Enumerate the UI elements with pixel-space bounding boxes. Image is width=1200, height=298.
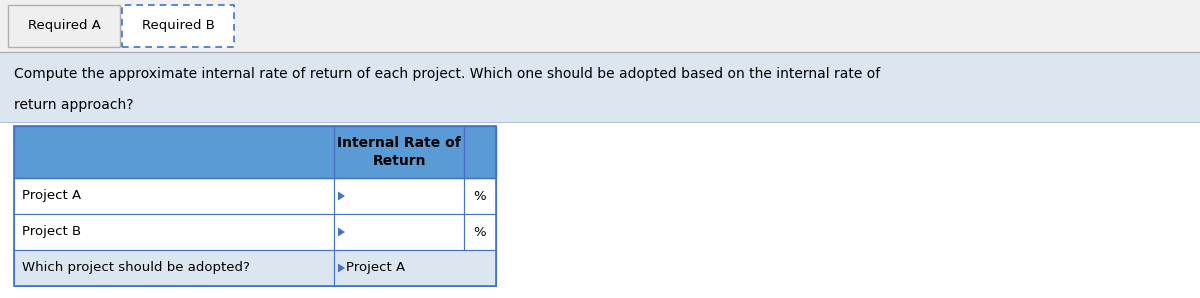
Bar [0,52,1200,122]
Text: Required A: Required A [28,19,101,32]
Text: Internal Rate of
Return: Internal Rate of Return [337,136,461,168]
Bar [334,178,464,214]
Bar [464,178,496,214]
Bar [14,214,334,250]
Bar [0,0,1200,52]
Text: Project A: Project A [346,262,406,274]
Text: Project B: Project B [22,226,82,238]
Bar [14,126,496,178]
Bar [464,214,496,250]
Bar [14,250,334,286]
Polygon shape [338,263,346,272]
Text: Compute the approximate internal rate of return of each project. Which one shoul: Compute the approximate internal rate of… [14,67,881,81]
Bar [14,126,496,286]
Bar [14,126,496,178]
Bar [8,5,120,47]
Bar [334,250,496,286]
Polygon shape [338,192,346,201]
Text: Project A: Project A [22,190,82,203]
Bar [334,214,464,250]
Text: Which project should be adopted?: Which project should be adopted? [22,262,250,274]
Bar [14,178,334,214]
Text: %: % [474,190,486,203]
Polygon shape [338,227,346,237]
Text: %: % [474,226,486,238]
Bar [122,5,234,47]
Text: Required B: Required B [142,19,215,32]
Text: return approach?: return approach? [14,97,133,111]
